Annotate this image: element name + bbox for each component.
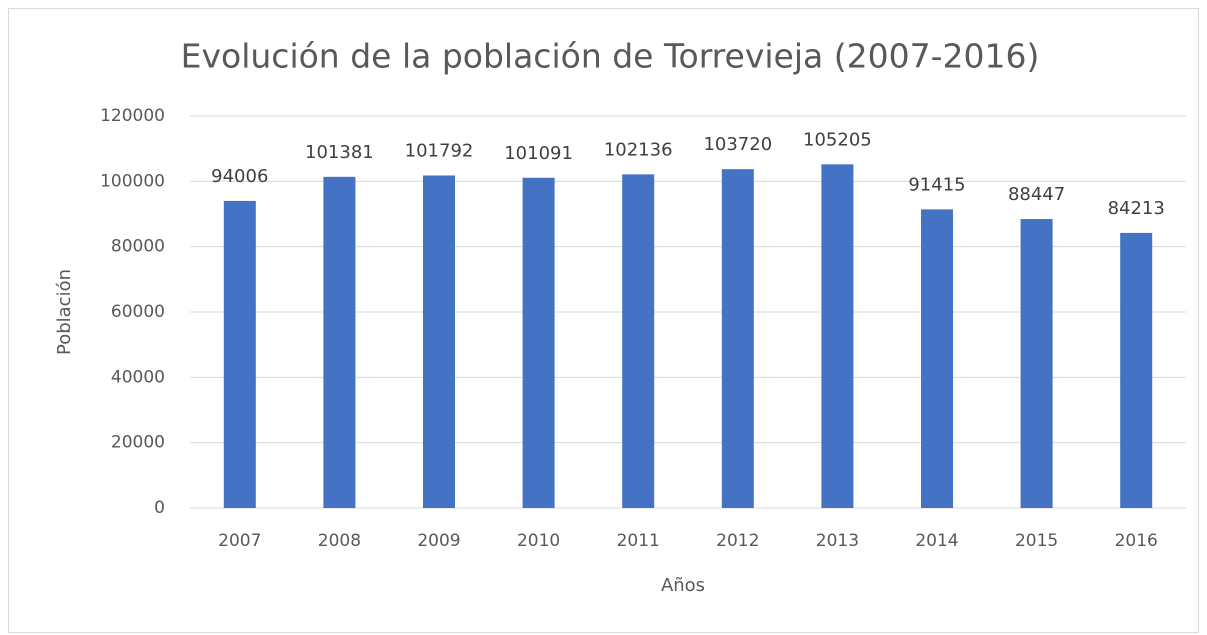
data-label: 101792 [405, 140, 474, 161]
x-tick-label: 2011 [617, 531, 660, 551]
x-tick-label: 2010 [517, 531, 560, 551]
bar [622, 174, 655, 509]
x-tick-label: 2014 [915, 531, 958, 551]
data-label: 84213 [1108, 198, 1165, 219]
x-tick-label: 2015 [1015, 531, 1058, 551]
data-label: 102136 [604, 139, 673, 160]
y-tick-label: 100000 [100, 171, 165, 191]
x-tick-label: 2016 [1115, 531, 1158, 551]
y-tick-label: 60000 [111, 302, 165, 322]
bar [223, 200, 256, 508]
data-label: 101091 [504, 143, 573, 164]
data-label: 105205 [803, 129, 872, 150]
x-tick-label: 2013 [816, 531, 859, 551]
bar [721, 169, 754, 508]
data-label: 91415 [908, 174, 965, 195]
y-axis-title: Población [54, 269, 75, 355]
bar [921, 209, 953, 508]
bar [323, 176, 356, 508]
data-label: 101381 [305, 142, 374, 163]
bar [821, 164, 854, 509]
data-label: 103720 [703, 134, 772, 155]
x-tick-label: 2008 [318, 531, 361, 551]
y-tick-label: 80000 [111, 237, 165, 257]
data-label: 94006 [211, 166, 268, 187]
y-tick-label: 0 [154, 498, 165, 518]
x-axis-title: Años [661, 575, 705, 596]
x-tick-label: 2007 [218, 531, 261, 551]
bar [522, 177, 555, 508]
y-tick-label: 40000 [111, 367, 165, 387]
bar [1020, 219, 1053, 509]
y-tick-label: 20000 [111, 433, 165, 453]
x-tick-label: 2009 [417, 531, 460, 551]
data-label: 88447 [1008, 184, 1065, 205]
bar [423, 175, 455, 508]
bar [1120, 232, 1153, 508]
x-tick-label: 2012 [716, 531, 759, 551]
y-tick-label: 120000 [100, 106, 165, 126]
chart-border [8, 8, 1199, 633]
chart-title: Evolución de la población de Torrevieja … [181, 37, 1040, 76]
